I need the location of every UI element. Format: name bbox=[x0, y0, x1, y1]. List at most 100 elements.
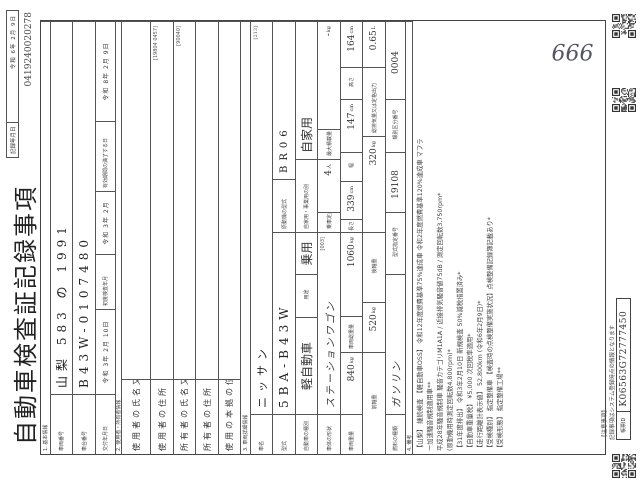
front-axle-unit: kg bbox=[371, 307, 377, 314]
class-no-label: 類別区分番号 bbox=[386, 99, 406, 152]
max-load-value: - kg bbox=[318, 21, 341, 129]
engine-label: 原動機の型式 bbox=[273, 179, 296, 232]
qr-code-icon bbox=[612, 88, 636, 112]
maker-name: ニッサン bbox=[255, 344, 269, 408]
use-value: 乗用 bbox=[296, 232, 318, 274]
fuel-value: ガソリン bbox=[386, 274, 406, 414]
weight-label: 車両重量 bbox=[341, 414, 363, 454]
remarks-line: (原動機用時測定回転数4,800rpm)* bbox=[447, 349, 454, 451]
notes-header: 【注意事項】 bbox=[602, 406, 608, 440]
chassis-label: 車台番号 bbox=[73, 394, 96, 454]
record-date-label: 記録年月日 bbox=[7, 122, 18, 157]
length-label: 長さ bbox=[341, 219, 363, 232]
plate-value: 山梨 583 の 1991 bbox=[51, 21, 73, 394]
class-no-value: 0004 bbox=[386, 21, 406, 99]
engine-value: BR06 bbox=[273, 21, 296, 179]
form-id-label: 帳票ID bbox=[617, 410, 630, 439]
displacement-value: 0.65 L bbox=[363, 21, 386, 67]
displacement-unit: L bbox=[371, 26, 377, 30]
body-shape: ステーションワゴン bbox=[325, 300, 337, 408]
user-name-label: 使用者の氏名又は名称 bbox=[122, 379, 151, 454]
remarks-line: 平成28年騒音規制車 騒音カテゴリM1A1A / 近接排気騒音値75dB / 測… bbox=[437, 192, 444, 451]
expiry-label: 有効期間の満了する日 bbox=[96, 121, 116, 191]
section3-header: 3. 車両詳細情報 bbox=[241, 21, 251, 454]
weight-value: 840 kg bbox=[341, 352, 363, 414]
length-number: 339 bbox=[346, 194, 357, 212]
section1-header: 1. 基本情報 bbox=[41, 21, 51, 454]
issue-label: 交付年月日 bbox=[96, 394, 116, 454]
user-address-label: 使用者の住所 bbox=[151, 379, 174, 454]
first-reg-value: 令和 3年 2月 bbox=[96, 191, 116, 254]
height-number: 164 bbox=[346, 34, 357, 52]
owner-name-label: 所有者の氏名又は名称 bbox=[174, 379, 196, 454]
remarks-line: 【走行距離計表示値】 52,800km (令和6年2月9日)* bbox=[477, 300, 484, 451]
user-address-code: [19804 0457] bbox=[153, 26, 159, 61]
qr-code-icon bbox=[612, 14, 636, 38]
user-name-value bbox=[122, 21, 151, 379]
type-no-label: 型式指定番号 bbox=[386, 212, 406, 274]
owner-name-code: [90040] bbox=[176, 26, 182, 46]
maker-code: [213] bbox=[253, 26, 259, 40]
displacement-number: 0.65 bbox=[369, 30, 379, 51]
width-number: 147 bbox=[346, 112, 357, 130]
document-title: 自動車検査証記録事項 bbox=[12, 185, 40, 445]
use-label: 用途 bbox=[296, 274, 318, 317]
length-unit: cm bbox=[348, 186, 355, 194]
rear-axle-label: 後軸重 bbox=[363, 232, 386, 302]
record-date-value: 令和 6年 2月 9日 bbox=[10, 15, 17, 70]
record-table: 1. 基本情報 車両番号 山梨 583 の 1991 車台番号 B43W-010… bbox=[40, 20, 606, 455]
remarks-line: ー加速騒音規制適用車** bbox=[427, 381, 434, 451]
type-no-value: 19108 bbox=[386, 152, 406, 212]
height-value: 164 cm bbox=[341, 21, 363, 67]
max-load-number: - bbox=[324, 33, 334, 37]
rear-axle-value: 320 kg bbox=[363, 136, 386, 232]
remarks-line: 【受検形態】 指定整備工場** bbox=[497, 367, 504, 451]
weight-unit: kg bbox=[348, 357, 355, 364]
first-reg-label: 初度検査年月 bbox=[96, 254, 116, 309]
owner-address-value bbox=[196, 21, 219, 379]
front-axle-value: 520 kg bbox=[363, 302, 386, 352]
chassis-value: B43W-0107480 bbox=[73, 21, 96, 394]
section4-header: 4. 備考 bbox=[406, 21, 413, 454]
form-id-box: 帳票ID K06563G72777450 bbox=[616, 298, 631, 440]
remarks-line: 【自動車重量税】 ¥5,000 次回税率適用* bbox=[467, 333, 474, 451]
model-value: 5BA-B43W bbox=[273, 232, 296, 414]
body-value: ステーションワゴン [003] bbox=[318, 232, 341, 414]
owner-address-label: 所有者の住所 bbox=[196, 379, 219, 454]
body-code: [003] bbox=[320, 237, 326, 251]
remarks-line: 【受検種別】 指定整備車 【検査時の点検整備実施状況】点検整備記録簿記載あり* bbox=[487, 217, 494, 451]
capacity-unit: 人 bbox=[326, 164, 333, 170]
capacity-label: 乗車定員 bbox=[318, 212, 341, 232]
kind-value: 軽自動車 bbox=[296, 317, 318, 414]
handwritten-note: 666 bbox=[551, 41, 594, 67]
front-axle-label: 前軸重 bbox=[363, 352, 386, 454]
model-label: 型式 bbox=[273, 414, 296, 454]
width-value: 147 cm bbox=[341, 99, 363, 152]
weight-number: 840 bbox=[346, 364, 357, 382]
fuel-label: 燃料の種類 bbox=[386, 414, 406, 454]
width-unit: cm bbox=[348, 104, 355, 112]
private-label: 自家用・事業用の別 bbox=[296, 159, 318, 232]
max-load-label: 最大積載量 bbox=[318, 129, 341, 159]
notes-text: 記録事項はシステム登録時点の情報となります bbox=[610, 324, 616, 440]
record-date-box: 記録年月日 令和 6年 2月 9日 bbox=[6, 10, 19, 158]
height-unit: cm bbox=[348, 26, 355, 34]
form-id-value: K06563G72777450 bbox=[618, 310, 629, 407]
body-label: 車体の形状 bbox=[318, 414, 341, 454]
user-address-value: [19804 0457] bbox=[151, 21, 174, 379]
gross-unit: kg bbox=[348, 237, 355, 244]
maker-label: 車名 bbox=[251, 414, 273, 454]
serial-number: 0419240020278 bbox=[24, 12, 34, 87]
maker-value: ニッサン [213] bbox=[251, 21, 273, 414]
rear-axle-number: 320 bbox=[369, 148, 379, 166]
front-axle-number: 520 bbox=[369, 314, 379, 332]
expiry-value: 令和 8年 2月 9日 bbox=[96, 21, 116, 121]
remarks: 【山梨】 継続検査 【軽自動車OSS】 令和12年度燃費基準75%達成車 令和2… bbox=[413, 21, 509, 454]
qr-code-icon bbox=[612, 454, 636, 478]
kind-label: 自動車の種別 bbox=[296, 414, 318, 454]
capacity-number: 4 bbox=[324, 170, 334, 176]
private-value: 自家用 bbox=[296, 21, 318, 159]
gross-number: 1060 bbox=[346, 244, 357, 268]
